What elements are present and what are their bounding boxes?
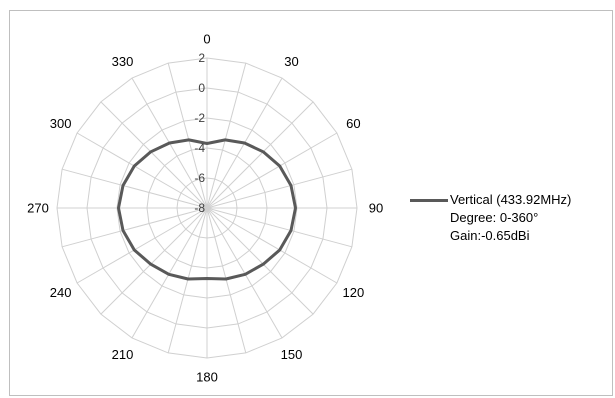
grid-spoke <box>206 62 247 209</box>
legend-swatch <box>410 198 448 202</box>
series-line <box>117 138 297 281</box>
angle-label: 240 <box>50 285 72 300</box>
angle-label: 210 <box>112 347 134 362</box>
grid-spoke <box>206 168 353 209</box>
legend-entry: Vertical (433.92MHz) <box>410 191 610 209</box>
grid-spoke <box>61 207 208 248</box>
legend-series-name: Vertical (433.92MHz) <box>450 192 572 207</box>
radial-tick-label: -8 <box>194 201 205 215</box>
grid-spoke <box>100 101 208 209</box>
angle-label: 270 <box>27 201 49 216</box>
grid-spoke <box>76 207 208 284</box>
legend-gain-text: Gain:-0.65dBi <box>450 228 530 243</box>
angle-label: 0 <box>203 32 210 47</box>
radial-tick-label: -2 <box>194 111 205 125</box>
radial-tick-label: -6 <box>194 171 205 185</box>
radial-tick-label: -4 <box>194 141 205 155</box>
angle-label: 90 <box>369 201 383 216</box>
chart-area <box>9 10 613 396</box>
grid-spoke <box>76 132 208 209</box>
angle-label: 180 <box>196 370 218 385</box>
angle-label: 120 <box>343 285 365 300</box>
series-layer <box>117 138 297 281</box>
grid-spoke <box>61 168 208 209</box>
angle-label: 60 <box>346 116 360 131</box>
grid-spoke <box>206 207 338 284</box>
legend-degree-text: Degree: 0-360° <box>450 210 539 225</box>
grid-spoke <box>206 132 338 209</box>
radial-tick-label: 0 <box>198 81 205 95</box>
grid-spoke <box>167 62 208 209</box>
angle-labels: 0 30 60 90 120 150 180 210 240 270 300 330 <box>27 32 383 385</box>
angle-label: 150 <box>281 347 303 362</box>
legend: Vertical (433.92MHz) Degree: 0-360° Gain… <box>410 191 610 245</box>
radial-tick-labels: -8 -6 -4 -2 0 2 <box>194 51 205 215</box>
radial-tick-label: 2 <box>198 51 205 65</box>
angle-label: 30 <box>284 54 298 69</box>
angle-label: 330 <box>112 54 134 69</box>
grid-spoke <box>206 207 353 248</box>
grid-spoke <box>100 207 208 315</box>
grid-spoke <box>206 207 314 315</box>
grid-spokes <box>57 58 357 358</box>
grid-spoke <box>167 207 208 354</box>
grid-spoke <box>206 101 314 209</box>
angle-label: 300 <box>50 116 72 131</box>
grid-spoke <box>206 207 283 339</box>
grid-spoke <box>206 207 247 354</box>
